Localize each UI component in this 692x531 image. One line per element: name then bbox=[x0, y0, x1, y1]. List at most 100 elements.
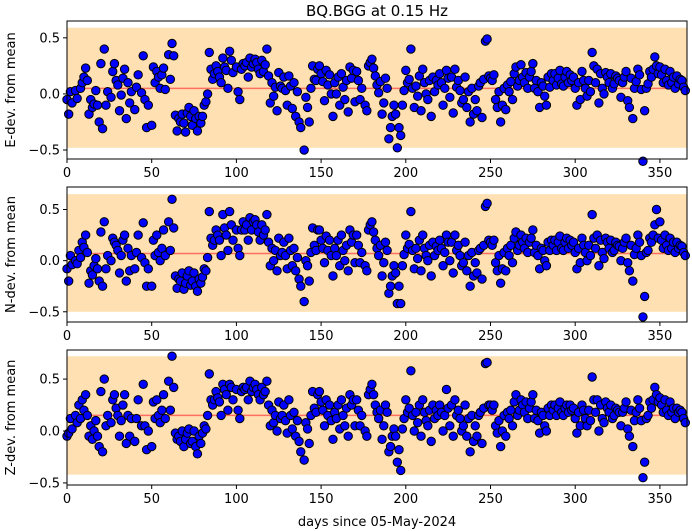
data-point bbox=[390, 268, 401, 278]
data-point bbox=[106, 417, 116, 428]
data-point bbox=[389, 100, 399, 110]
data-point bbox=[396, 130, 406, 141]
data-point bbox=[568, 237, 579, 247]
data-point bbox=[138, 51, 148, 61]
data-point bbox=[438, 100, 448, 110]
data-point bbox=[197, 111, 208, 122]
data-point bbox=[130, 436, 140, 447]
data-point bbox=[628, 441, 638, 452]
data-point bbox=[680, 85, 691, 96]
data-point bbox=[585, 86, 596, 97]
data-point bbox=[385, 441, 396, 452]
data-point bbox=[351, 230, 362, 240]
data-point bbox=[165, 405, 176, 415]
data-point bbox=[638, 312, 648, 322]
data-point bbox=[302, 424, 313, 434]
data-point bbox=[143, 100, 154, 110]
data-point bbox=[426, 271, 436, 281]
data-point bbox=[336, 69, 347, 79]
data-point bbox=[160, 84, 170, 95]
data-point bbox=[284, 233, 294, 243]
x-tick-label: 100 bbox=[224, 166, 249, 181]
data-point bbox=[328, 271, 338, 281]
data-point bbox=[587, 209, 597, 220]
y-tick-label: 0.0 bbox=[39, 254, 60, 269]
data-point bbox=[158, 389, 169, 400]
x-tick-label: 250 bbox=[478, 166, 503, 181]
data-point bbox=[541, 426, 552, 436]
data-point bbox=[379, 98, 389, 108]
data-point bbox=[651, 204, 662, 215]
data-point bbox=[284, 395, 294, 405]
data-point bbox=[460, 237, 470, 247]
data-point bbox=[495, 117, 506, 127]
data-point bbox=[462, 266, 472, 276]
data-point bbox=[472, 106, 482, 116]
data-point bbox=[638, 473, 648, 483]
data-point bbox=[72, 93, 82, 104]
data-point bbox=[351, 395, 362, 405]
data-point bbox=[594, 98, 604, 108]
data-point bbox=[147, 281, 157, 291]
data-point bbox=[458, 421, 469, 431]
data-point bbox=[634, 403, 645, 413]
data-point bbox=[438, 261, 448, 271]
data-point bbox=[204, 369, 215, 379]
data-point bbox=[367, 54, 377, 64]
data-point bbox=[445, 421, 455, 431]
data-point bbox=[272, 426, 282, 436]
data-point bbox=[262, 44, 272, 54]
x-tick-label: 50 bbox=[143, 166, 160, 181]
data-point bbox=[160, 413, 170, 424]
data-point bbox=[390, 109, 401, 119]
data-point bbox=[590, 243, 601, 254]
data-point bbox=[304, 117, 314, 127]
data-point bbox=[401, 395, 411, 405]
data-point bbox=[423, 255, 433, 266]
data-point bbox=[380, 73, 391, 83]
data-point bbox=[319, 257, 330, 268]
data-point bbox=[462, 431, 472, 441]
data-point bbox=[477, 112, 487, 123]
data-point bbox=[412, 417, 423, 428]
data-point bbox=[343, 107, 353, 117]
data-point bbox=[426, 436, 436, 447]
data-point bbox=[680, 417, 691, 428]
data-point bbox=[201, 266, 211, 276]
data-point bbox=[401, 65, 411, 76]
data-point bbox=[382, 407, 392, 418]
panels: 0 50 100 150 200 250 300 350 −0.5 0.0 0.5 E-dev. fr… bbox=[4, 20, 691, 507]
data-point bbox=[507, 421, 518, 431]
data-point bbox=[426, 111, 436, 122]
data-point bbox=[418, 230, 428, 240]
data-point bbox=[594, 261, 604, 271]
data-point bbox=[314, 225, 325, 235]
data-point bbox=[143, 264, 154, 274]
data-point bbox=[96, 386, 106, 397]
x-tick-label: 300 bbox=[563, 329, 588, 344]
data-point bbox=[262, 376, 272, 386]
data-point bbox=[114, 106, 125, 116]
data-point bbox=[507, 94, 518, 105]
data-point bbox=[223, 83, 233, 94]
data-point bbox=[599, 417, 609, 428]
x-tick-label: 150 bbox=[309, 329, 334, 344]
data-point bbox=[108, 66, 118, 77]
data-point bbox=[158, 225, 169, 235]
data-point bbox=[99, 217, 109, 227]
data-point bbox=[587, 47, 597, 58]
data-point bbox=[416, 106, 426, 116]
data-point bbox=[458, 257, 469, 268]
y-axis-label: E-dev. from mean bbox=[4, 32, 19, 147]
data-point bbox=[163, 217, 174, 227]
x-tick-label: 300 bbox=[563, 166, 588, 181]
data-point bbox=[169, 223, 179, 233]
data-point bbox=[462, 102, 472, 113]
data-point bbox=[324, 235, 335, 245]
data-point bbox=[152, 230, 162, 240]
data-point bbox=[448, 431, 458, 441]
data-point bbox=[465, 117, 475, 127]
data-point bbox=[296, 281, 306, 291]
data-point bbox=[169, 382, 179, 393]
